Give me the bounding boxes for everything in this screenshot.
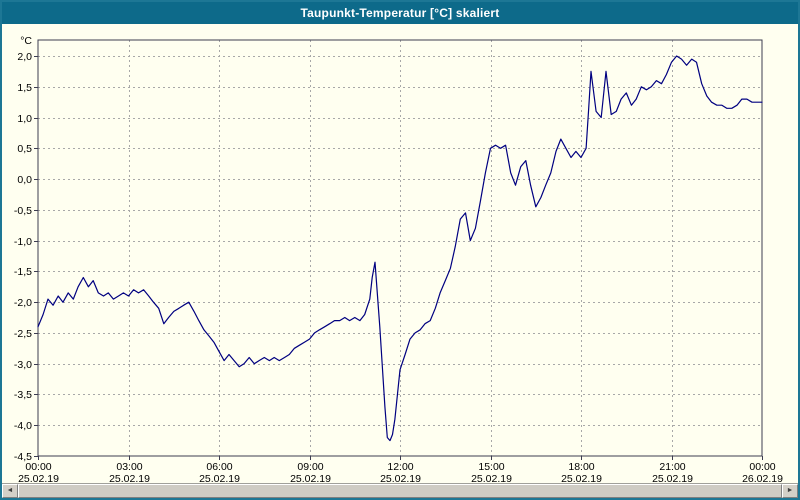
scrollbar-thumb[interactable] <box>18 484 782 498</box>
scroll-right-arrow-icon[interactable]: ► <box>782 484 798 498</box>
x-tick-date-label: 25.02.19 <box>18 473 59 483</box>
y-tick-label: 1,5 <box>17 82 32 94</box>
y-tick-label: -3,0 <box>14 359 32 371</box>
x-tick-time-label: 00:00 <box>749 461 775 473</box>
x-tick-date-label: 25.02.19 <box>199 473 240 483</box>
x-tick-time-label: 12:00 <box>387 461 413 473</box>
x-tick-time-label: 09:00 <box>297 461 323 473</box>
chart-background <box>2 24 798 483</box>
scroll-left-arrow-icon[interactable]: ◄ <box>2 484 18 498</box>
x-tick-date-label: 25.02.19 <box>109 473 150 483</box>
y-tick-label: -4,5 <box>14 451 32 463</box>
y-tick-label: -1,0 <box>14 236 32 248</box>
y-tick-label: -2,5 <box>14 328 32 340</box>
y-tick-label: -3,5 <box>14 389 32 401</box>
x-tick-time-label: 18:00 <box>568 461 594 473</box>
x-tick-time-label: 00:00 <box>25 461 51 473</box>
chart-svg: 2,0 1,5 1,0 0,5 0,0 -0,5 -1,0 -1,5 -2,0 -2,5 -3,0 -… <box>2 24 798 483</box>
x-tick-date-label: 26.02.19 <box>742 473 783 483</box>
x-tick-time-label: 06:00 <box>206 461 232 473</box>
x-tick-date-label: 25.02.19 <box>380 473 421 483</box>
horizontal-scrollbar[interactable]: ◄ ► <box>2 483 798 498</box>
chart-plot-region: 2,0 1,5 1,0 0,5 0,0 -0,5 -1,0 -1,5 -2,0 -2,5 -3,0 -… <box>2 24 798 483</box>
y-tick-label: 0,5 <box>17 143 32 155</box>
x-tick-date-label: 25.02.19 <box>561 473 602 483</box>
y-tick-label: -2,0 <box>14 297 32 309</box>
y-axis-unit-label: °C <box>20 35 32 47</box>
dewpoint-temperature-line <box>37 55 763 442</box>
x-tick-date-label: 25.02.19 <box>471 473 512 483</box>
x-tick-time-label: 15:00 <box>478 461 504 473</box>
y-tick-label: 2,0 <box>17 51 32 63</box>
x-tick-time-label: 03:00 <box>116 461 142 473</box>
plot-frame <box>37 39 763 457</box>
y-tick-label: -1,5 <box>14 266 32 278</box>
chart-title: Taupunkt-Temperatur [°C] skaliert <box>300 6 500 20</box>
x-tick-date-label: 25.02.19 <box>290 473 331 483</box>
x-tick-date-label: 25.02.19 <box>652 473 693 483</box>
title-bar: Taupunkt-Temperatur [°C] skaliert <box>2 2 798 24</box>
x-tick-time-label: 21:00 <box>659 461 685 473</box>
y-tick-label: 1,0 <box>17 113 32 125</box>
y-tick-label: -4,0 <box>14 420 32 432</box>
y-tick-label: 0,0 <box>17 174 32 186</box>
y-tick-label: -0,5 <box>14 205 32 217</box>
